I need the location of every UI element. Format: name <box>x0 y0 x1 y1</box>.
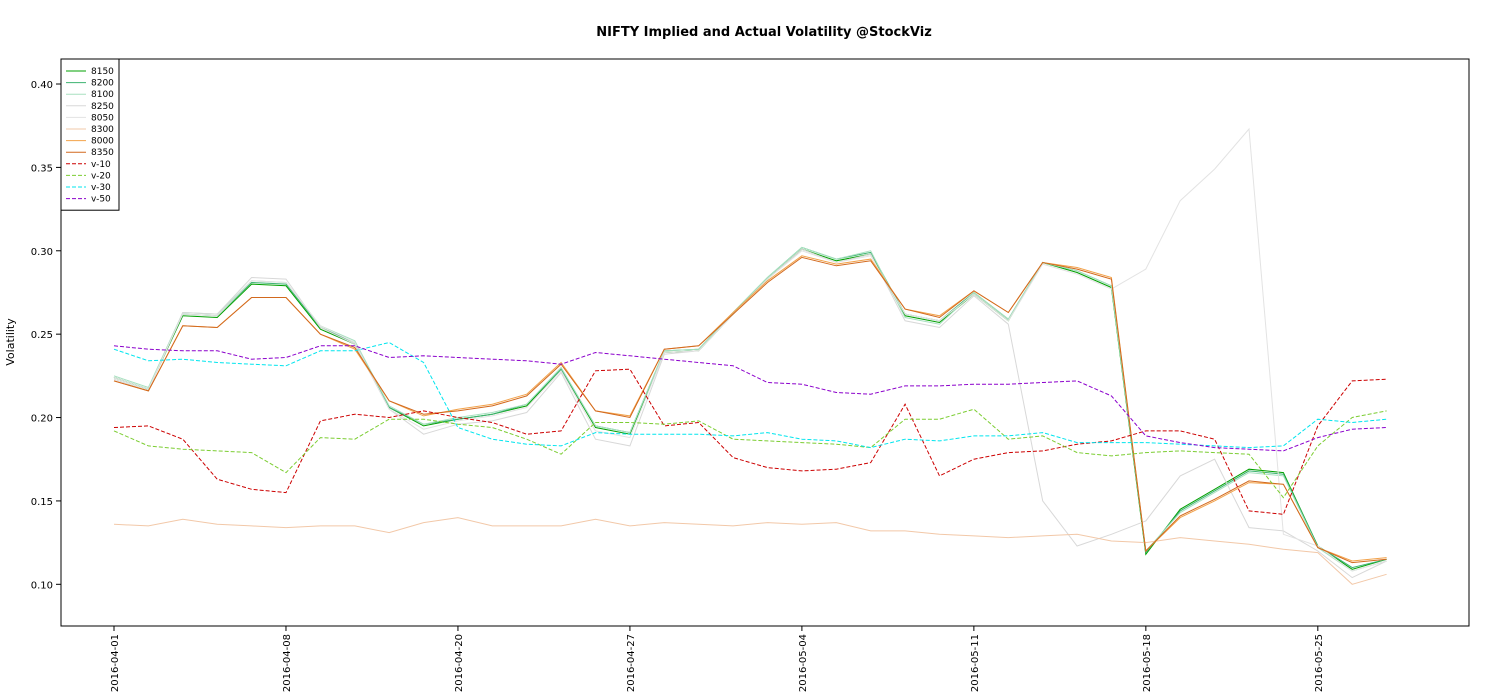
series-line-v-10 <box>113 368 1387 515</box>
y-axis: 0.10 0.15 0.20 0.25 0.30 0.35 0.40 <box>31 80 61 591</box>
series-layer <box>113 127 1387 585</box>
legend-label: 8300 <box>91 125 114 135</box>
legend-label: v-20 <box>91 171 111 181</box>
legend-label: 8000 <box>91 137 114 147</box>
legend-label: 8250 <box>91 102 114 112</box>
legend-label: 8050 <box>91 113 114 123</box>
legend-label: v-30 <box>91 183 111 193</box>
series-line-8050 <box>113 127 1387 572</box>
x-tick-label: 2016-05-11 <box>970 634 981 692</box>
legend-label: v-10 <box>91 160 111 170</box>
y-tick-label: 0.35 <box>31 163 53 174</box>
legend-box <box>60 58 120 211</box>
y-axis-label: Volatility <box>4 318 17 366</box>
legend-label: v-50 <box>91 195 111 205</box>
plot-frame <box>60 58 1470 627</box>
x-axis: 2016-04-01 2016-04-08 2016-04-20 2016-04-27… <box>110 626 1325 692</box>
y-tick-label: 0.20 <box>31 414 53 425</box>
x-tick-label: 2016-05-04 <box>798 634 809 692</box>
series-line-v-20 <box>113 408 1387 499</box>
legend-label: 8100 <box>91 90 114 100</box>
y-tick-label: 0.10 <box>31 580 53 591</box>
x-tick-label: 2016-04-20 <box>454 634 465 692</box>
series-line-8300 <box>113 517 1387 585</box>
y-tick-label: 0.30 <box>31 247 53 258</box>
legend-label: 8350 <box>91 148 114 158</box>
y-tick-label: 0.40 <box>31 80 53 91</box>
x-tick-label: 2016-05-18 <box>1142 634 1153 692</box>
chart-title: NIFTY Implied and Actual Volatility @Sto… <box>596 25 932 40</box>
series-line-8000 <box>113 255 1387 562</box>
x-tick-label: 2016-04-27 <box>626 634 637 692</box>
x-tick-label: 2016-04-01 <box>110 634 121 692</box>
legend-label: 8150 <box>91 67 114 77</box>
x-tick-label: 2016-04-08 <box>282 634 293 692</box>
series-line-v-30 <box>113 341 1387 449</box>
legend-label: 8200 <box>91 79 114 89</box>
x-tick-label: 2016-05-25 <box>1314 634 1325 692</box>
series-line-8350 <box>113 256 1387 564</box>
y-tick-label: 0.15 <box>31 497 53 508</box>
y-tick-label: 0.25 <box>31 330 53 341</box>
